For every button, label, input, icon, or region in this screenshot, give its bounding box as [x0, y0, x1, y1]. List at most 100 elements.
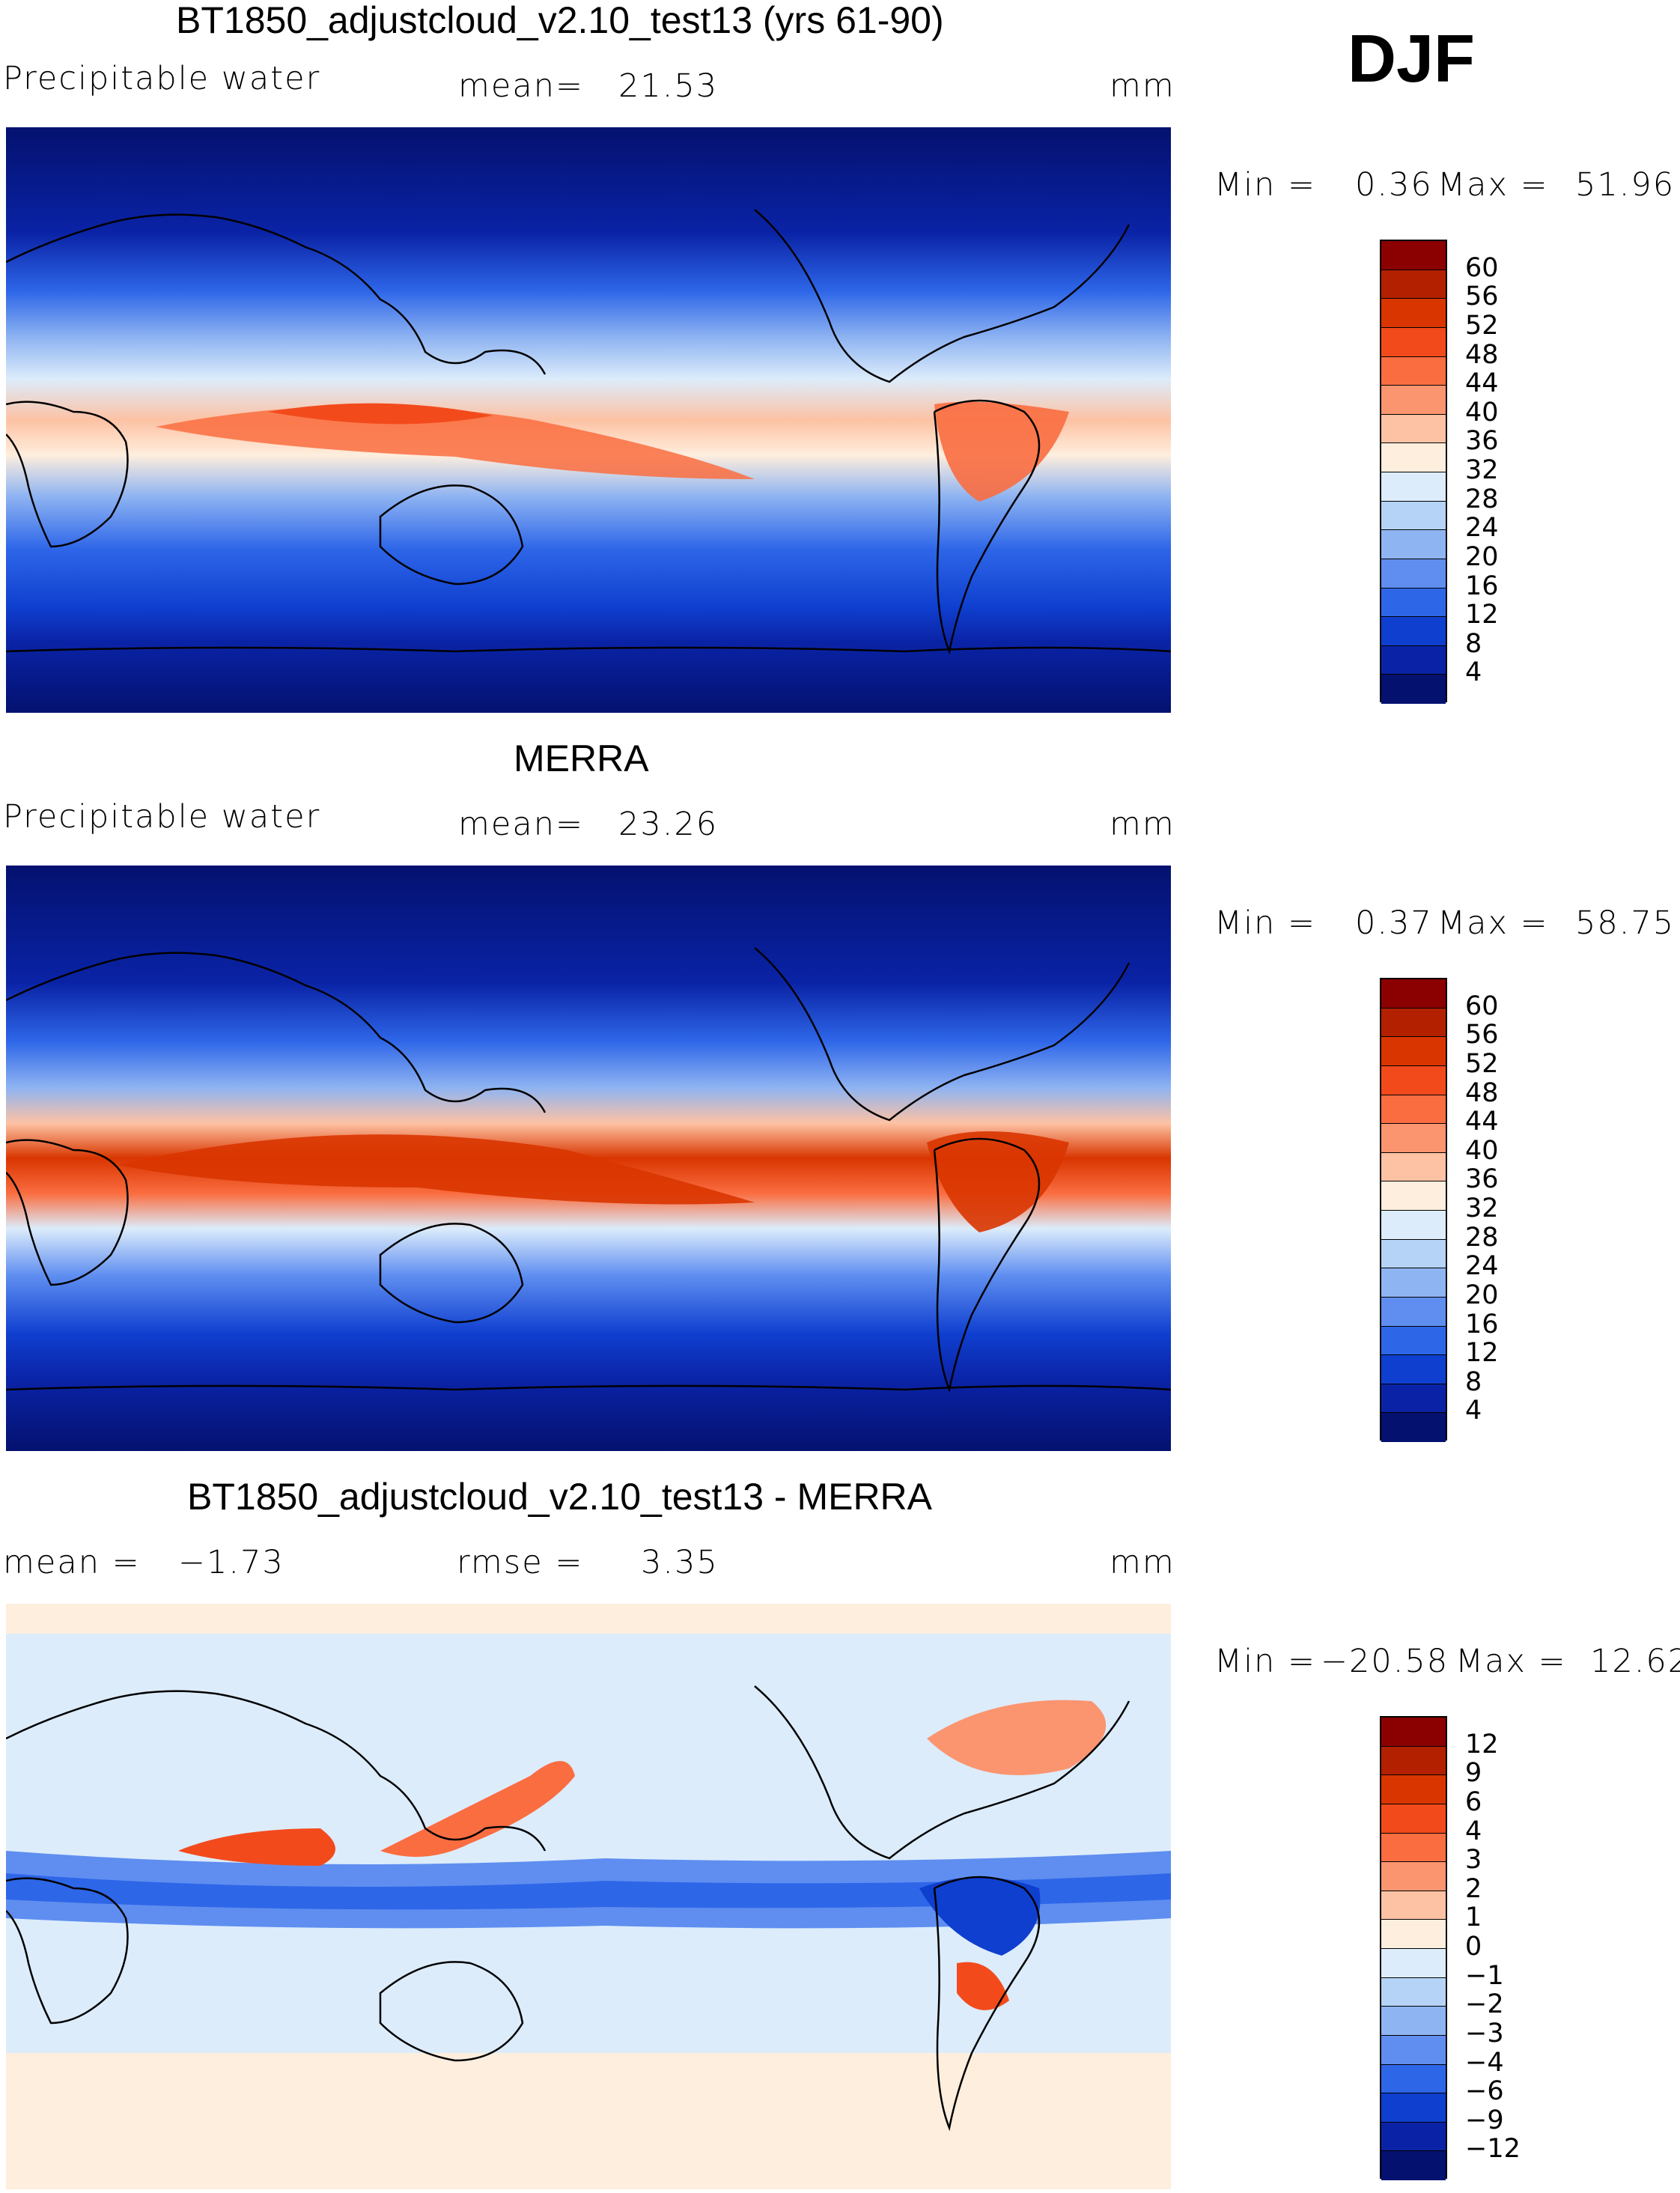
colorbar-tick-label: 32 [1465, 455, 1499, 485]
colorbar-tick-label: 44 [1465, 368, 1499, 399]
colorbar-tick-label: 2 [1465, 1873, 1482, 1904]
colorbar-swatch [1381, 1008, 1446, 1038]
panel1-units: mm [1110, 67, 1175, 105]
panel2-units: mm [1110, 806, 1175, 843]
colorbar-swatch [1381, 1211, 1446, 1240]
colorbar-tick-label: 24 [1465, 1251, 1499, 1282]
panel1-colorbar-swatches [1380, 240, 1447, 704]
colorbar-swatch [1381, 241, 1446, 270]
colorbar-swatch [1381, 414, 1446, 444]
colorbar-swatch [1381, 1297, 1446, 1327]
panel3-mean-value: −1.73 [178, 1544, 284, 1581]
colorbar-swatch [1381, 1384, 1446, 1414]
colorbar-swatch [1381, 1152, 1446, 1182]
colorbar-tick-label: 12 [1465, 1338, 1499, 1369]
panel3-map [6, 1604, 1171, 2189]
colorbar-tick-label: 48 [1465, 1077, 1499, 1108]
colorbar-tick-label: 36 [1465, 426, 1499, 457]
panel3-max-value: 12.62 [1590, 1643, 1680, 1680]
colorbar-tick-label: 1 [1465, 1902, 1482, 1933]
season-label: DJF [1348, 22, 1476, 97]
colorbar-tick-label: 4 [1465, 1816, 1482, 1846]
colorbar-tick-label: 4 [1465, 1396, 1482, 1426]
colorbar-tick-label: 56 [1465, 1020, 1499, 1050]
panel3-mean-label: mean = [3, 1544, 141, 1581]
colorbar-swatch [1381, 2007, 1446, 2036]
colorbar-swatch [1381, 327, 1446, 357]
colorbar-tick-label: 40 [1465, 1135, 1499, 1166]
colorbar-swatch [1381, 588, 1446, 618]
colorbar-tick-label: 6 [1465, 1786, 1482, 1817]
colorbar-tick-label: 52 [1465, 1048, 1499, 1079]
colorbar-tick-label: 12 [1465, 1729, 1499, 1759]
panel3-units: mm [1110, 1544, 1175, 1581]
panel2-min-label: Min = [1214, 904, 1316, 942]
colorbar-swatch [1381, 1095, 1446, 1125]
colorbar-swatch [1381, 675, 1446, 704]
panel2-mean-label: mean= [458, 806, 584, 843]
colorbar-tick-label: −1 [1465, 1960, 1504, 1991]
colorbar-swatch [1381, 1862, 1446, 1891]
colorbar-swatch [1381, 1949, 1446, 1978]
colorbar-tick-label: −2 [1465, 1989, 1504, 2020]
panel1-title: BT1850_adjustcloud_v2.10_test13 (yrs 61-… [176, 0, 944, 41]
colorbar-tick-label: 40 [1465, 397, 1499, 428]
colorbar-swatch [1381, 1920, 1446, 1949]
colorbar-tick-label: 28 [1465, 484, 1499, 514]
colorbar-swatch [1381, 443, 1446, 472]
panel2-min-value: 0.37 [1355, 904, 1433, 942]
colorbar-swatch [1381, 559, 1446, 588]
colorbar-swatch [1381, 979, 1446, 1009]
panel2-variable: Precipitable water [3, 798, 321, 836]
colorbar-swatch [1381, 1326, 1446, 1356]
panel1-variable: Precipitable water [3, 60, 321, 97]
colorbar-swatch [1381, 1413, 1446, 1442]
colorbar-swatch [1381, 1775, 1446, 1804]
panel3-coastlines [6, 1685, 1130, 2132]
colorbar-tick-label: 0 [1465, 1932, 1482, 1962]
colorbar-swatch [1381, 2151, 1446, 2180]
colorbar-swatch [1381, 1037, 1446, 1066]
panel1-min-label: Min = [1214, 166, 1316, 204]
colorbar-swatch [1381, 472, 1446, 502]
colorbar-swatch [1381, 1268, 1446, 1298]
colorbar-tick-label: −3 [1465, 2018, 1504, 2048]
colorbar-tick-label: 16 [1465, 571, 1499, 601]
colorbar-swatch [1381, 530, 1446, 559]
colorbar-tick-label: 20 [1465, 1280, 1499, 1310]
colorbar-swatch [1381, 1804, 1446, 1834]
colorbar-swatch [1381, 1181, 1446, 1211]
panel1-mean-label: mean= [458, 67, 584, 105]
colorbar-tick-label: −12 [1465, 2134, 1521, 2165]
panel3-min-value: −20.58 [1321, 1643, 1449, 1680]
colorbar-swatch [1381, 617, 1446, 646]
panel1-max-value: 51.96 [1575, 166, 1676, 204]
colorbar-swatch [1381, 2093, 1446, 2123]
panel2-max-value: 58.75 [1575, 904, 1676, 942]
panel2-map [6, 866, 1171, 1451]
colorbar-swatch [1381, 1065, 1446, 1095]
colorbar-tick-label: 32 [1465, 1193, 1499, 1223]
panel1-mean-value: 21.53 [618, 67, 719, 105]
colorbar-tick-label: 8 [1465, 1366, 1482, 1397]
colorbar-swatch [1381, 1355, 1446, 1384]
colorbar-tick-label: 60 [1465, 252, 1499, 283]
colorbar-tick-label: 36 [1465, 1164, 1499, 1195]
colorbar-tick-label: 9 [1465, 1758, 1482, 1789]
colorbar-tick-label: −6 [1465, 2076, 1504, 2107]
panel3-title: BT1850_adjustcloud_v2.10_test13 - MERRA [187, 1476, 933, 1518]
colorbar-tick-label: 20 [1465, 541, 1499, 572]
panel1-max-label: Max = [1437, 166, 1549, 204]
colorbar-swatch [1381, 1891, 1446, 1920]
colorbar-tick-label: 16 [1465, 1309, 1499, 1339]
colorbar-swatch [1381, 386, 1446, 415]
colorbar-swatch [1381, 356, 1446, 386]
colorbar-swatch [1381, 1746, 1446, 1776]
colorbar-swatch [1381, 299, 1446, 328]
colorbar-swatch [1381, 2122, 1446, 2152]
panel1-map [6, 127, 1171, 713]
panel2-mean-value: 23.26 [618, 806, 719, 843]
colorbar-tick-label: 52 [1465, 310, 1499, 341]
panel3-rmse-label: rmse = [457, 1544, 584, 1581]
colorbar-tick-label: −9 [1465, 2105, 1504, 2135]
